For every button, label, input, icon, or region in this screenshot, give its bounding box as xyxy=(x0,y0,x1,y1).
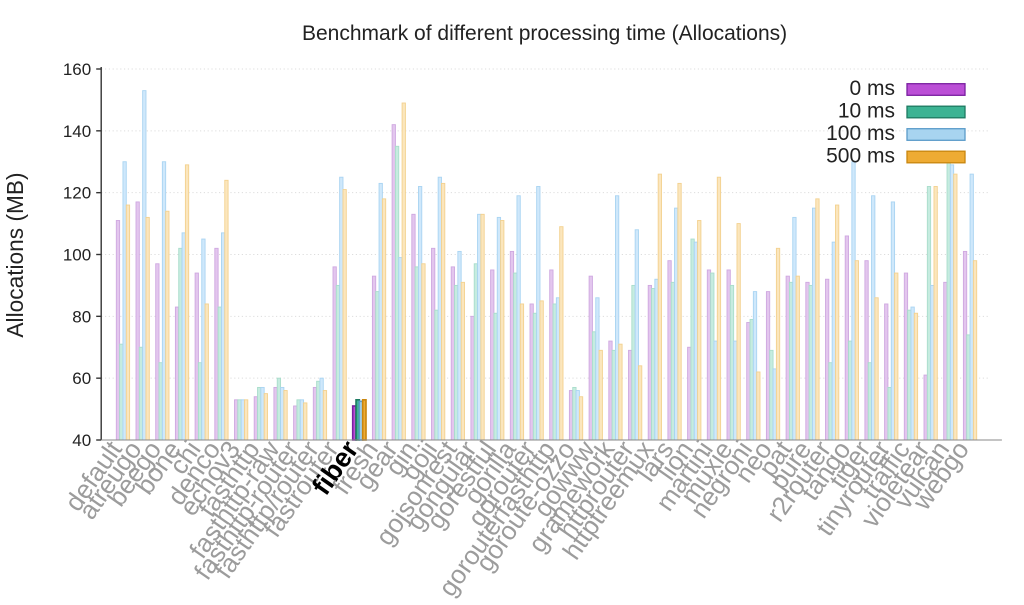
svg-text:Allocations (MB): Allocations (MB) xyxy=(2,172,28,337)
svg-text:100: 100 xyxy=(63,246,91,265)
svg-text:Benchmark of different process: Benchmark of different processing time (… xyxy=(302,22,787,45)
svg-text:500 ms: 500 ms xyxy=(826,145,895,168)
svg-text:160: 160 xyxy=(63,60,91,79)
svg-text:120: 120 xyxy=(63,184,91,203)
svg-text:60: 60 xyxy=(72,369,91,388)
svg-text:100 ms: 100 ms xyxy=(826,122,895,145)
svg-text:40: 40 xyxy=(72,431,91,450)
svg-text:80: 80 xyxy=(72,307,91,326)
svg-text:140: 140 xyxy=(63,122,91,141)
svg-text:0 ms: 0 ms xyxy=(849,77,895,100)
svg-text:10 ms: 10 ms xyxy=(838,100,895,123)
